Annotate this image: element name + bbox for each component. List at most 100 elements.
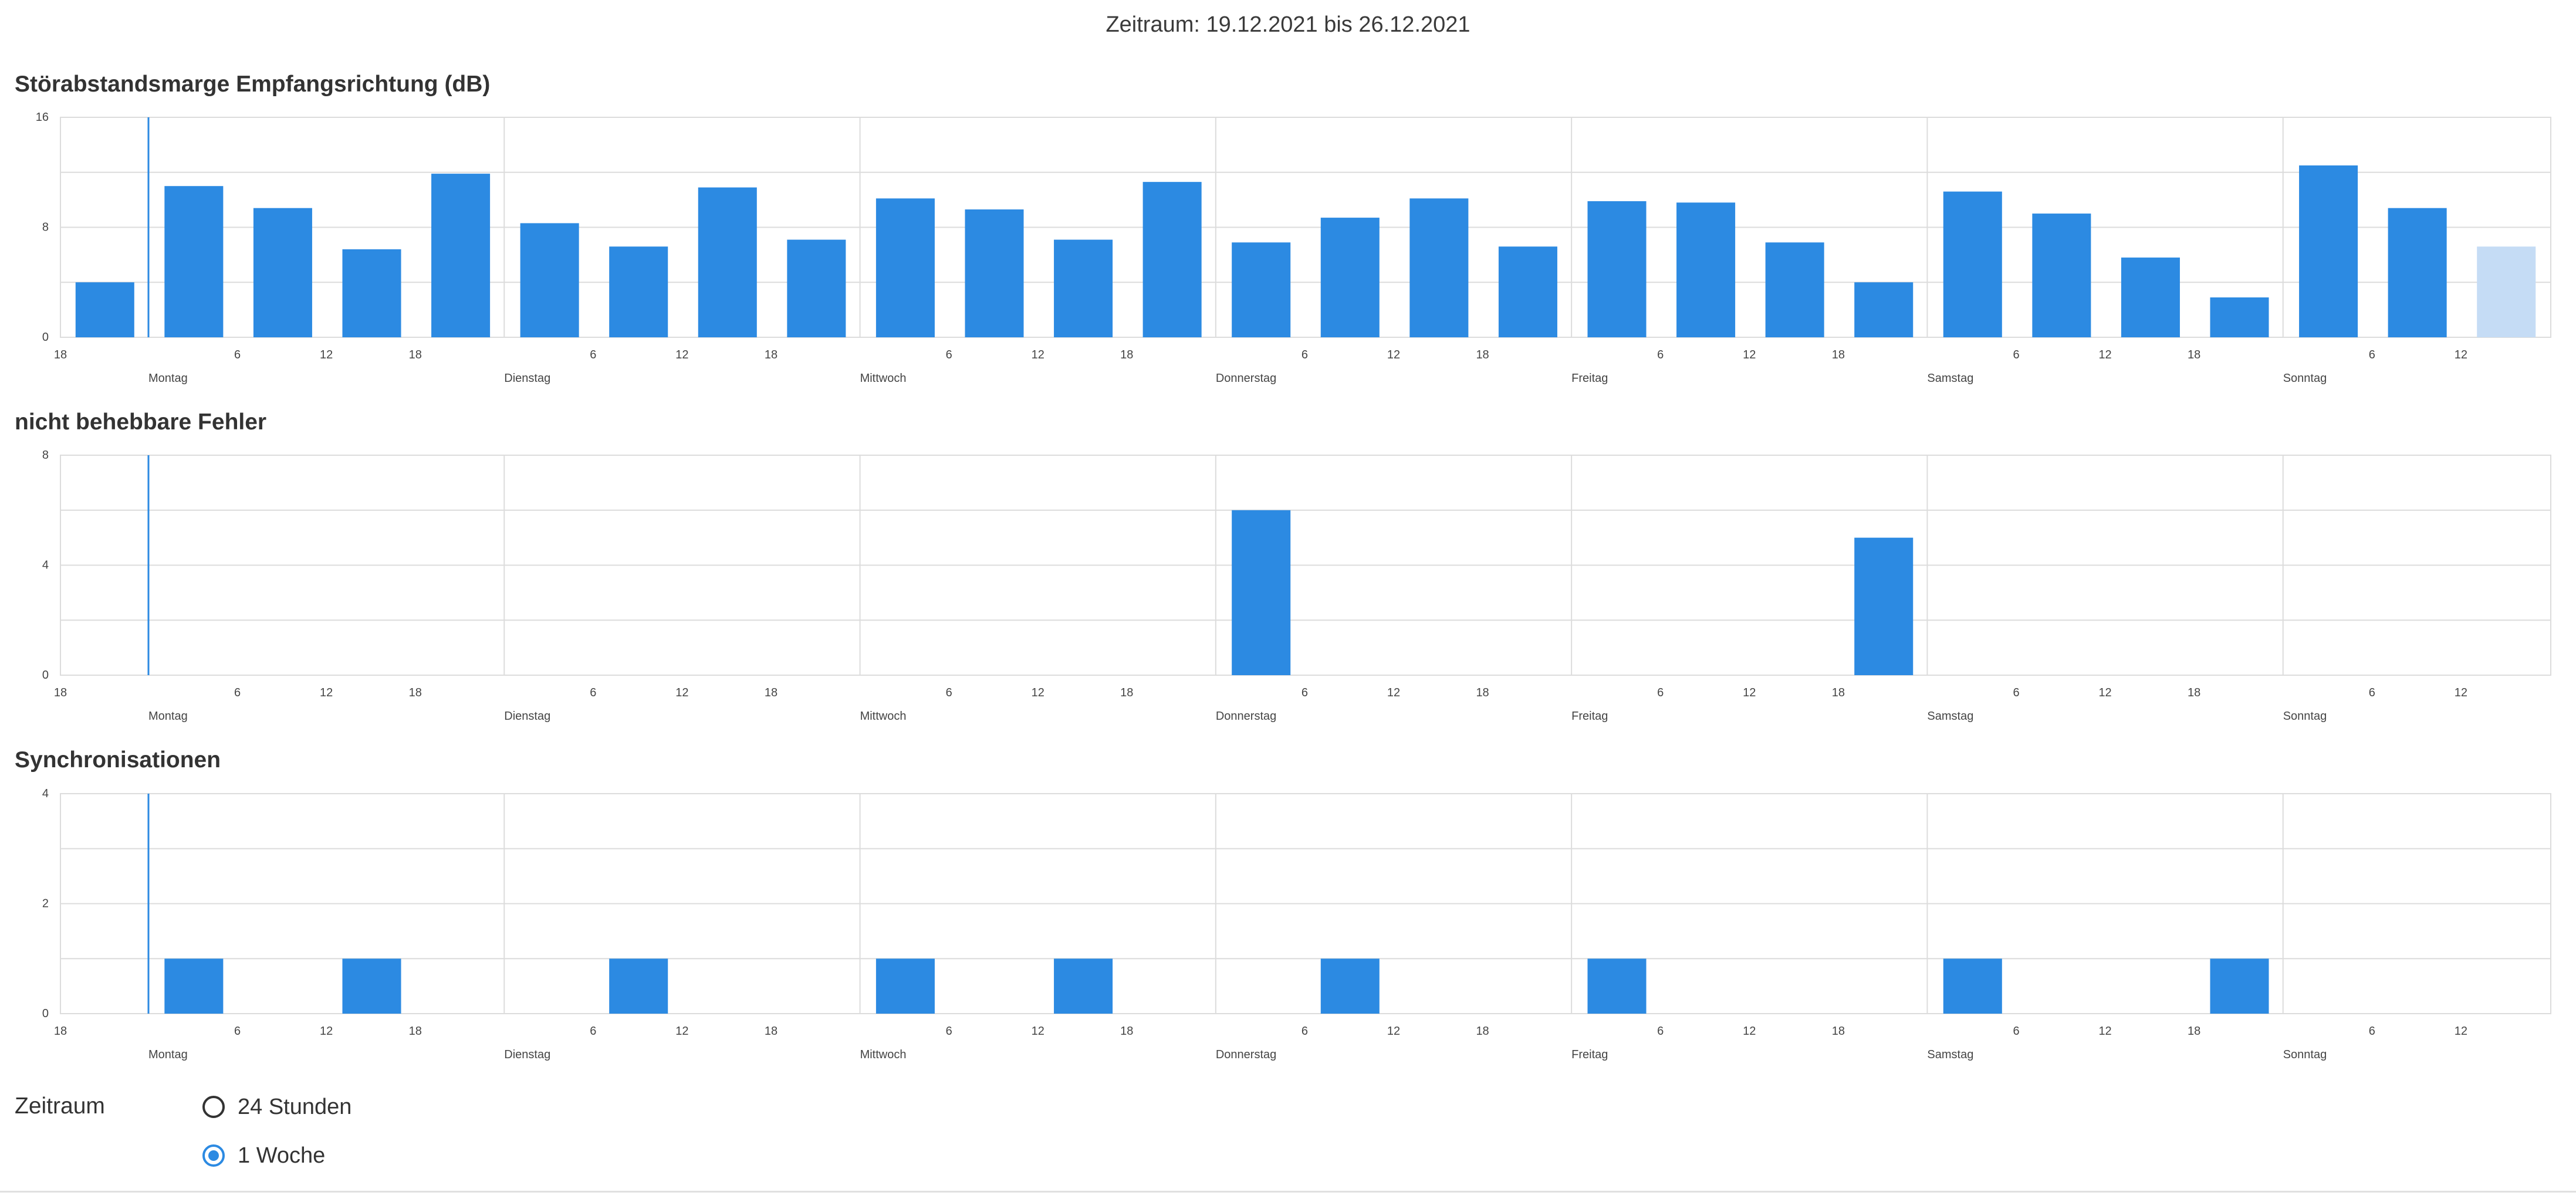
x-tick-label: 6 [1301, 1025, 1308, 1038]
bar [875, 958, 935, 1014]
x-tick-label: 6 [946, 686, 952, 699]
x-tick-label: 18 [765, 686, 777, 699]
bar [698, 187, 757, 337]
day-label: Sonntag [2283, 372, 2327, 385]
x-tick-label: 12 [675, 348, 688, 361]
x-tick-label: 6 [946, 1025, 952, 1038]
bar [1587, 958, 1647, 1014]
x-tick-label: 6 [1657, 1025, 1664, 1038]
bar [253, 208, 312, 337]
x-tick-label: 18 [1120, 1025, 1133, 1038]
x-tick-label: 6 [234, 686, 241, 699]
bar [875, 198, 935, 337]
x-tick-label: 6 [946, 348, 952, 361]
bar [1232, 510, 1291, 675]
x-tick-label: 12 [2098, 686, 2111, 699]
bar [2032, 214, 2091, 337]
bar [1142, 182, 1202, 337]
day-label: Freitag [1571, 710, 1608, 723]
bar [75, 282, 134, 337]
period-label: Zeitraum [15, 1093, 105, 1119]
x-tick-label: 6 [1657, 686, 1664, 699]
x-tick-label: 12 [320, 348, 333, 361]
x-tick-label: 18 [1832, 348, 1845, 361]
x-tick-label: 18 [2188, 348, 2200, 361]
period-option-24h[interactable]: 24 Stunden [202, 1089, 351, 1125]
bar [1854, 282, 1914, 337]
y-tick-label: 4 [42, 787, 49, 800]
x-tick-label: 6 [590, 686, 596, 699]
bar [965, 209, 1024, 337]
radio-button-1week[interactable] [202, 1144, 225, 1167]
day-label: Montag [148, 1048, 188, 1061]
bar [2210, 297, 2269, 337]
x-tick-label: 18 [1832, 686, 1845, 699]
chart-uncorrectable-errors: 0 4 8 18 6 12 18 Montag 6 12 18 Dienstag 6 12 18 Mittwo… [42, 449, 2551, 723]
bar [1943, 958, 2002, 1014]
bar [164, 958, 224, 1014]
x-tick-label: 18 [765, 348, 777, 361]
x-tick-label: 12 [2455, 348, 2467, 361]
chart-title-syncs: Synchronisationen [15, 747, 221, 773]
bar [342, 958, 401, 1014]
x-tick-label: 18 [1832, 1025, 1845, 1038]
day-label: Sonntag [2283, 1048, 2327, 1061]
bar [2210, 958, 2269, 1014]
y-tick-label: 8 [42, 221, 49, 234]
bar [1054, 958, 1113, 1014]
range-title: Zeitraum: 19.12.2021 bis 26.12.2021 [1106, 12, 1470, 37]
bar [1498, 246, 1557, 337]
x-tick-label: 18 [1120, 686, 1133, 699]
period-option-1week[interactable]: 1 Woche [202, 1138, 325, 1173]
bar [1232, 242, 1291, 337]
x-tick-label: 12 [1032, 348, 1044, 361]
bar [2121, 258, 2180, 337]
x-tick-label: 12 [675, 686, 688, 699]
x-tick-label: 18 [54, 686, 67, 699]
x-tick-label: 18 [409, 686, 422, 699]
day-label: Samstag [1927, 372, 1973, 385]
bar [1054, 239, 1113, 337]
day-label: Mittwoch [860, 1048, 907, 1061]
bar [1409, 198, 1469, 337]
x-tick-label: 18 [2188, 1025, 2200, 1038]
bar [1320, 958, 1380, 1014]
day-label: Mittwoch [860, 372, 907, 385]
bar [2299, 165, 2358, 337]
x-tick-label: 12 [675, 1025, 688, 1038]
bottom-divider [0, 1191, 2576, 1193]
x-tick-label: 12 [320, 686, 333, 699]
y-tick-label: 8 [42, 449, 49, 462]
x-tick-label: 6 [2369, 686, 2375, 699]
y-tick-label: 0 [42, 331, 49, 344]
day-label: Donnerstag [1216, 372, 1276, 385]
bar [1765, 242, 1824, 337]
day-label: Donnerstag [1216, 1048, 1276, 1061]
bar [1676, 202, 1736, 337]
radio-button-24h[interactable] [202, 1096, 225, 1118]
bar [164, 186, 224, 337]
bar [431, 174, 491, 337]
x-tick-label: 12 [320, 1025, 333, 1038]
bar [342, 249, 401, 337]
day-label: Samstag [1927, 710, 1973, 723]
x-tick-label: 18 [54, 1025, 67, 1038]
x-tick-label: 18 [54, 348, 67, 361]
x-tick-label: 12 [1032, 1025, 1044, 1038]
bar [520, 223, 579, 337]
day-label: Dienstag [504, 710, 550, 723]
y-tick-label: 0 [42, 669, 49, 682]
x-tick-label: 12 [2455, 1025, 2467, 1038]
x-tick-label: 6 [590, 348, 596, 361]
bar [1943, 191, 2002, 337]
x-tick-label: 6 [234, 1025, 241, 1038]
x-tick-label: 6 [2013, 348, 2019, 361]
bar [2388, 208, 2447, 337]
period-option-24h-label: 24 Stunden [238, 1094, 352, 1119]
day-label: Dienstag [504, 372, 550, 385]
x-tick-label: 6 [234, 348, 241, 361]
x-tick-label: 18 [409, 348, 422, 361]
day-label: Montag [148, 710, 188, 723]
x-tick-label: 18 [409, 1025, 422, 1038]
x-tick-label: 12 [1387, 686, 1400, 699]
